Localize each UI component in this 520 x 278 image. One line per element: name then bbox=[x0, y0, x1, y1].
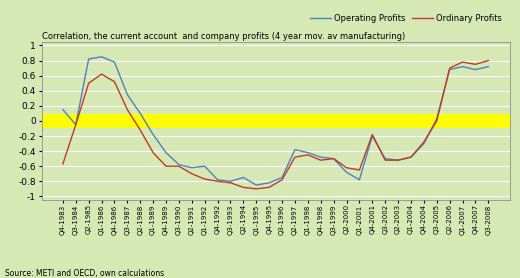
Operating Profits bbox=[485, 65, 491, 68]
Operating Profits bbox=[202, 165, 208, 168]
Ordinary Profits bbox=[369, 133, 375, 136]
Ordinary Profits bbox=[176, 165, 182, 168]
Ordinary Profits bbox=[98, 73, 105, 76]
Operating Profits bbox=[408, 155, 414, 159]
Ordinary Profits bbox=[447, 66, 453, 70]
Operating Profits bbox=[382, 157, 388, 160]
Operating Profits bbox=[163, 151, 169, 154]
Ordinary Profits bbox=[163, 165, 169, 168]
Ordinary Profits bbox=[485, 59, 491, 62]
Operating Profits bbox=[472, 68, 478, 71]
Ordinary Profits bbox=[395, 158, 401, 162]
Operating Profits bbox=[292, 148, 298, 151]
Operating Profits bbox=[266, 181, 272, 185]
Ordinary Profits bbox=[202, 177, 208, 181]
Operating Profits bbox=[137, 112, 144, 115]
Ordinary Profits bbox=[73, 123, 79, 126]
Ordinary Profits bbox=[331, 157, 337, 160]
Ordinary Profits bbox=[214, 180, 220, 183]
Operating Profits bbox=[60, 108, 66, 111]
Operating Profits bbox=[279, 176, 285, 179]
Operating Profits bbox=[240, 176, 246, 179]
Operating Profits bbox=[318, 155, 324, 159]
Ordinary Profits bbox=[421, 140, 427, 144]
Operating Profits bbox=[343, 171, 349, 174]
Ordinary Profits bbox=[279, 178, 285, 182]
Operating Profits bbox=[253, 183, 259, 187]
Operating Profits bbox=[124, 93, 131, 96]
Operating Profits bbox=[369, 134, 375, 138]
Text: Source: METI and OECD, own calculations: Source: METI and OECD, own calculations bbox=[5, 269, 164, 278]
Line: Operating Profits: Operating Profits bbox=[63, 57, 488, 185]
Ordinary Profits bbox=[60, 162, 66, 166]
Operating Profits bbox=[447, 68, 453, 71]
Operating Profits bbox=[395, 158, 401, 162]
Ordinary Profits bbox=[382, 158, 388, 162]
Ordinary Profits bbox=[434, 119, 440, 123]
Ordinary Profits bbox=[266, 186, 272, 189]
Ordinary Profits bbox=[318, 158, 324, 162]
Operating Profits bbox=[227, 180, 233, 183]
Operating Profits bbox=[305, 151, 311, 154]
Ordinary Profits bbox=[292, 155, 298, 159]
Ordinary Profits bbox=[227, 181, 233, 185]
Ordinary Profits bbox=[150, 151, 156, 154]
Text: Correlation, the current account  and company profits (4 year mov. av manufactur: Correlation, the current account and com… bbox=[42, 32, 405, 41]
Ordinary Profits bbox=[343, 166, 349, 169]
Ordinary Profits bbox=[111, 80, 118, 83]
Operating Profits bbox=[98, 55, 105, 58]
Operating Profits bbox=[73, 123, 79, 126]
Operating Profits bbox=[460, 65, 466, 68]
Operating Profits bbox=[111, 60, 118, 64]
Ordinary Profits bbox=[124, 108, 131, 111]
Ordinary Profits bbox=[460, 60, 466, 64]
Ordinary Profits bbox=[408, 155, 414, 159]
Line: Ordinary Profits: Ordinary Profits bbox=[63, 61, 488, 189]
Legend: Operating Profits, Ordinary Profits: Operating Profits, Ordinary Profits bbox=[306, 11, 505, 27]
Ordinary Profits bbox=[305, 153, 311, 157]
Ordinary Profits bbox=[85, 81, 92, 85]
Ordinary Profits bbox=[137, 128, 144, 132]
Operating Profits bbox=[150, 133, 156, 136]
Operating Profits bbox=[356, 178, 362, 182]
Ordinary Profits bbox=[356, 168, 362, 172]
Operating Profits bbox=[331, 157, 337, 160]
Operating Profits bbox=[434, 117, 440, 120]
Operating Profits bbox=[176, 163, 182, 166]
Ordinary Profits bbox=[240, 186, 246, 189]
Ordinary Profits bbox=[253, 187, 259, 190]
Operating Profits bbox=[85, 57, 92, 61]
Ordinary Profits bbox=[189, 172, 195, 175]
Operating Profits bbox=[421, 142, 427, 145]
Ordinary Profits bbox=[472, 63, 478, 66]
Operating Profits bbox=[214, 178, 220, 182]
Operating Profits bbox=[189, 166, 195, 169]
